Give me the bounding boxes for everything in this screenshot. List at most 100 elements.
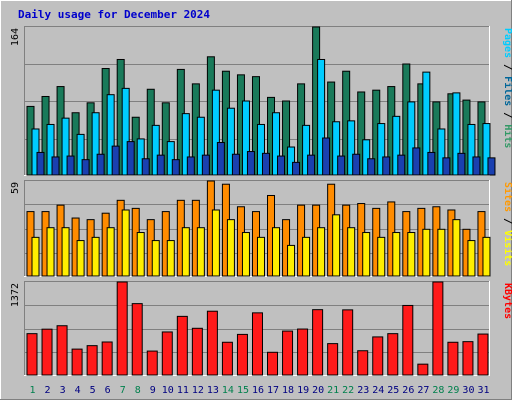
bar-files-day-13 <box>211 89 220 176</box>
bar-sites-day-20 <box>317 227 326 277</box>
bar-pages-day-22 <box>352 153 361 176</box>
panel-mid: 59 Sites / Visits <box>10 180 512 277</box>
bar-files-day-5 <box>91 112 100 176</box>
bar-pages-day-18 <box>292 161 301 176</box>
bar-files-day-26 <box>407 101 416 176</box>
bar-sites-day-3 <box>61 227 70 277</box>
bar-pages-day-24 <box>382 156 391 176</box>
bar-pages-day-17 <box>277 155 286 176</box>
bar-sites-day-1 <box>31 236 40 277</box>
bar-files-day-6 <box>106 94 115 176</box>
bar-files-day-21 <box>332 121 341 176</box>
bar-kbytes-day-12 <box>191 327 203 376</box>
x-tick-label-31: 31 <box>477 385 489 396</box>
bar-pages-day-8 <box>141 158 150 176</box>
bar-kbytes-day-3 <box>56 325 68 376</box>
bar-pages-day-9 <box>156 154 165 176</box>
chart-title: Daily usage for December 2024 <box>18 8 210 21</box>
bar-sites-day-17 <box>272 227 281 277</box>
bar-kbytes-day-11 <box>176 315 188 376</box>
bar-sites-day-4 <box>76 240 85 277</box>
x-tick-label-20: 20 <box>312 385 324 396</box>
bar-pages-day-31 <box>487 157 496 176</box>
x-tick-label-19: 19 <box>297 385 309 396</box>
bar-sites-day-24 <box>377 236 386 277</box>
bar-pages-day-19 <box>307 154 316 176</box>
bar-kbytes-day-9 <box>146 350 158 376</box>
bar-sites-day-27 <box>422 228 431 277</box>
bar-sites-day-11 <box>181 227 190 277</box>
bar-sites-day-2 <box>46 227 55 277</box>
x-tick-label-16: 16 <box>252 385 264 396</box>
bar-kbytes-day-29 <box>447 341 459 376</box>
bar-pages-day-5 <box>96 153 105 176</box>
x-tick-label-24: 24 <box>372 385 384 396</box>
bar-sites-day-19 <box>302 236 311 277</box>
bar-files-day-4 <box>76 133 85 176</box>
x-tick-label-22: 22 <box>342 385 354 396</box>
legend-item-top-0: Pages <box>502 28 512 58</box>
legend-item-mid-1: / <box>502 212 512 230</box>
panel-top: 164 Pages / Files / Hits <box>10 26 512 176</box>
bar-files-day-23 <box>362 139 371 176</box>
bar-files-day-11 <box>181 113 190 176</box>
bar-pages-day-11 <box>186 156 195 176</box>
bar-sites-day-25 <box>392 232 401 277</box>
bar-pages-day-29 <box>457 152 466 176</box>
bar-sites-day-5 <box>91 236 100 277</box>
bar-files-day-9 <box>151 124 160 176</box>
bar-sites-day-13 <box>211 209 220 277</box>
bar-sites-day-18 <box>287 244 296 277</box>
x-tick-label-28: 28 <box>432 385 444 396</box>
bar-pages-day-7 <box>126 141 135 176</box>
bar-files-day-16 <box>256 123 265 176</box>
x-tick-label-11: 11 <box>177 385 189 396</box>
x-tick-label-29: 29 <box>447 385 459 396</box>
bar-sites-day-26 <box>407 232 416 277</box>
y-max-label-top: 164 <box>10 28 21 46</box>
x-tick-label-21: 21 <box>327 385 339 396</box>
bar-sites-day-9 <box>151 240 160 277</box>
bar-pages-day-13 <box>216 142 225 176</box>
bar-kbytes-day-8 <box>131 303 143 376</box>
legend-top: Pages / Files / Hits <box>502 28 512 148</box>
bar-kbytes-day-17 <box>267 351 279 376</box>
bar-files-day-30 <box>467 123 476 176</box>
x-tick-label-27: 27 <box>417 385 429 396</box>
bar-files-day-24 <box>377 123 386 176</box>
bar-kbytes-day-15 <box>236 333 248 376</box>
bar-kbytes-day-25 <box>387 333 399 376</box>
bar-files-day-3 <box>61 117 70 176</box>
bar-files-day-19 <box>302 124 311 176</box>
bar-pages-day-16 <box>261 152 270 176</box>
bar-kbytes-day-18 <box>282 330 294 376</box>
bar-sites-day-30 <box>467 240 476 277</box>
x-tick-label-7: 7 <box>120 385 126 396</box>
legend-bot: KBytes <box>502 283 512 319</box>
bar-kbytes-day-31 <box>477 333 489 376</box>
bar-files-day-8 <box>136 138 145 176</box>
bar-pages-day-1 <box>36 151 45 176</box>
x-tick-label-17: 17 <box>267 385 279 396</box>
bar-files-day-2 <box>46 123 55 176</box>
bar-files-day-27 <box>422 71 431 176</box>
bar-kbytes-day-23 <box>357 350 369 376</box>
x-tick-label-3: 3 <box>60 385 66 396</box>
bar-kbytes-day-16 <box>251 312 263 376</box>
x-tick-label-9: 9 <box>150 385 156 396</box>
bar-pages-day-25 <box>397 154 406 176</box>
bar-sites-day-7 <box>121 209 130 277</box>
bar-pages-day-3 <box>66 155 75 176</box>
bar-kbytes-day-27 <box>417 363 429 376</box>
x-tick-label-2: 2 <box>45 385 51 396</box>
x-tick-label-13: 13 <box>207 385 219 396</box>
x-tick-label-18: 18 <box>282 385 294 396</box>
bar-kbytes-day-7 <box>116 281 128 376</box>
bar-kbytes-day-4 <box>71 348 83 376</box>
bar-files-day-20 <box>317 58 326 176</box>
bar-pages-day-15 <box>246 151 255 176</box>
bar-pages-day-10 <box>171 159 180 176</box>
legend-item-top-3: / <box>502 106 512 124</box>
bar-files-day-7 <box>121 87 130 176</box>
bar-sites-day-8 <box>136 232 145 277</box>
